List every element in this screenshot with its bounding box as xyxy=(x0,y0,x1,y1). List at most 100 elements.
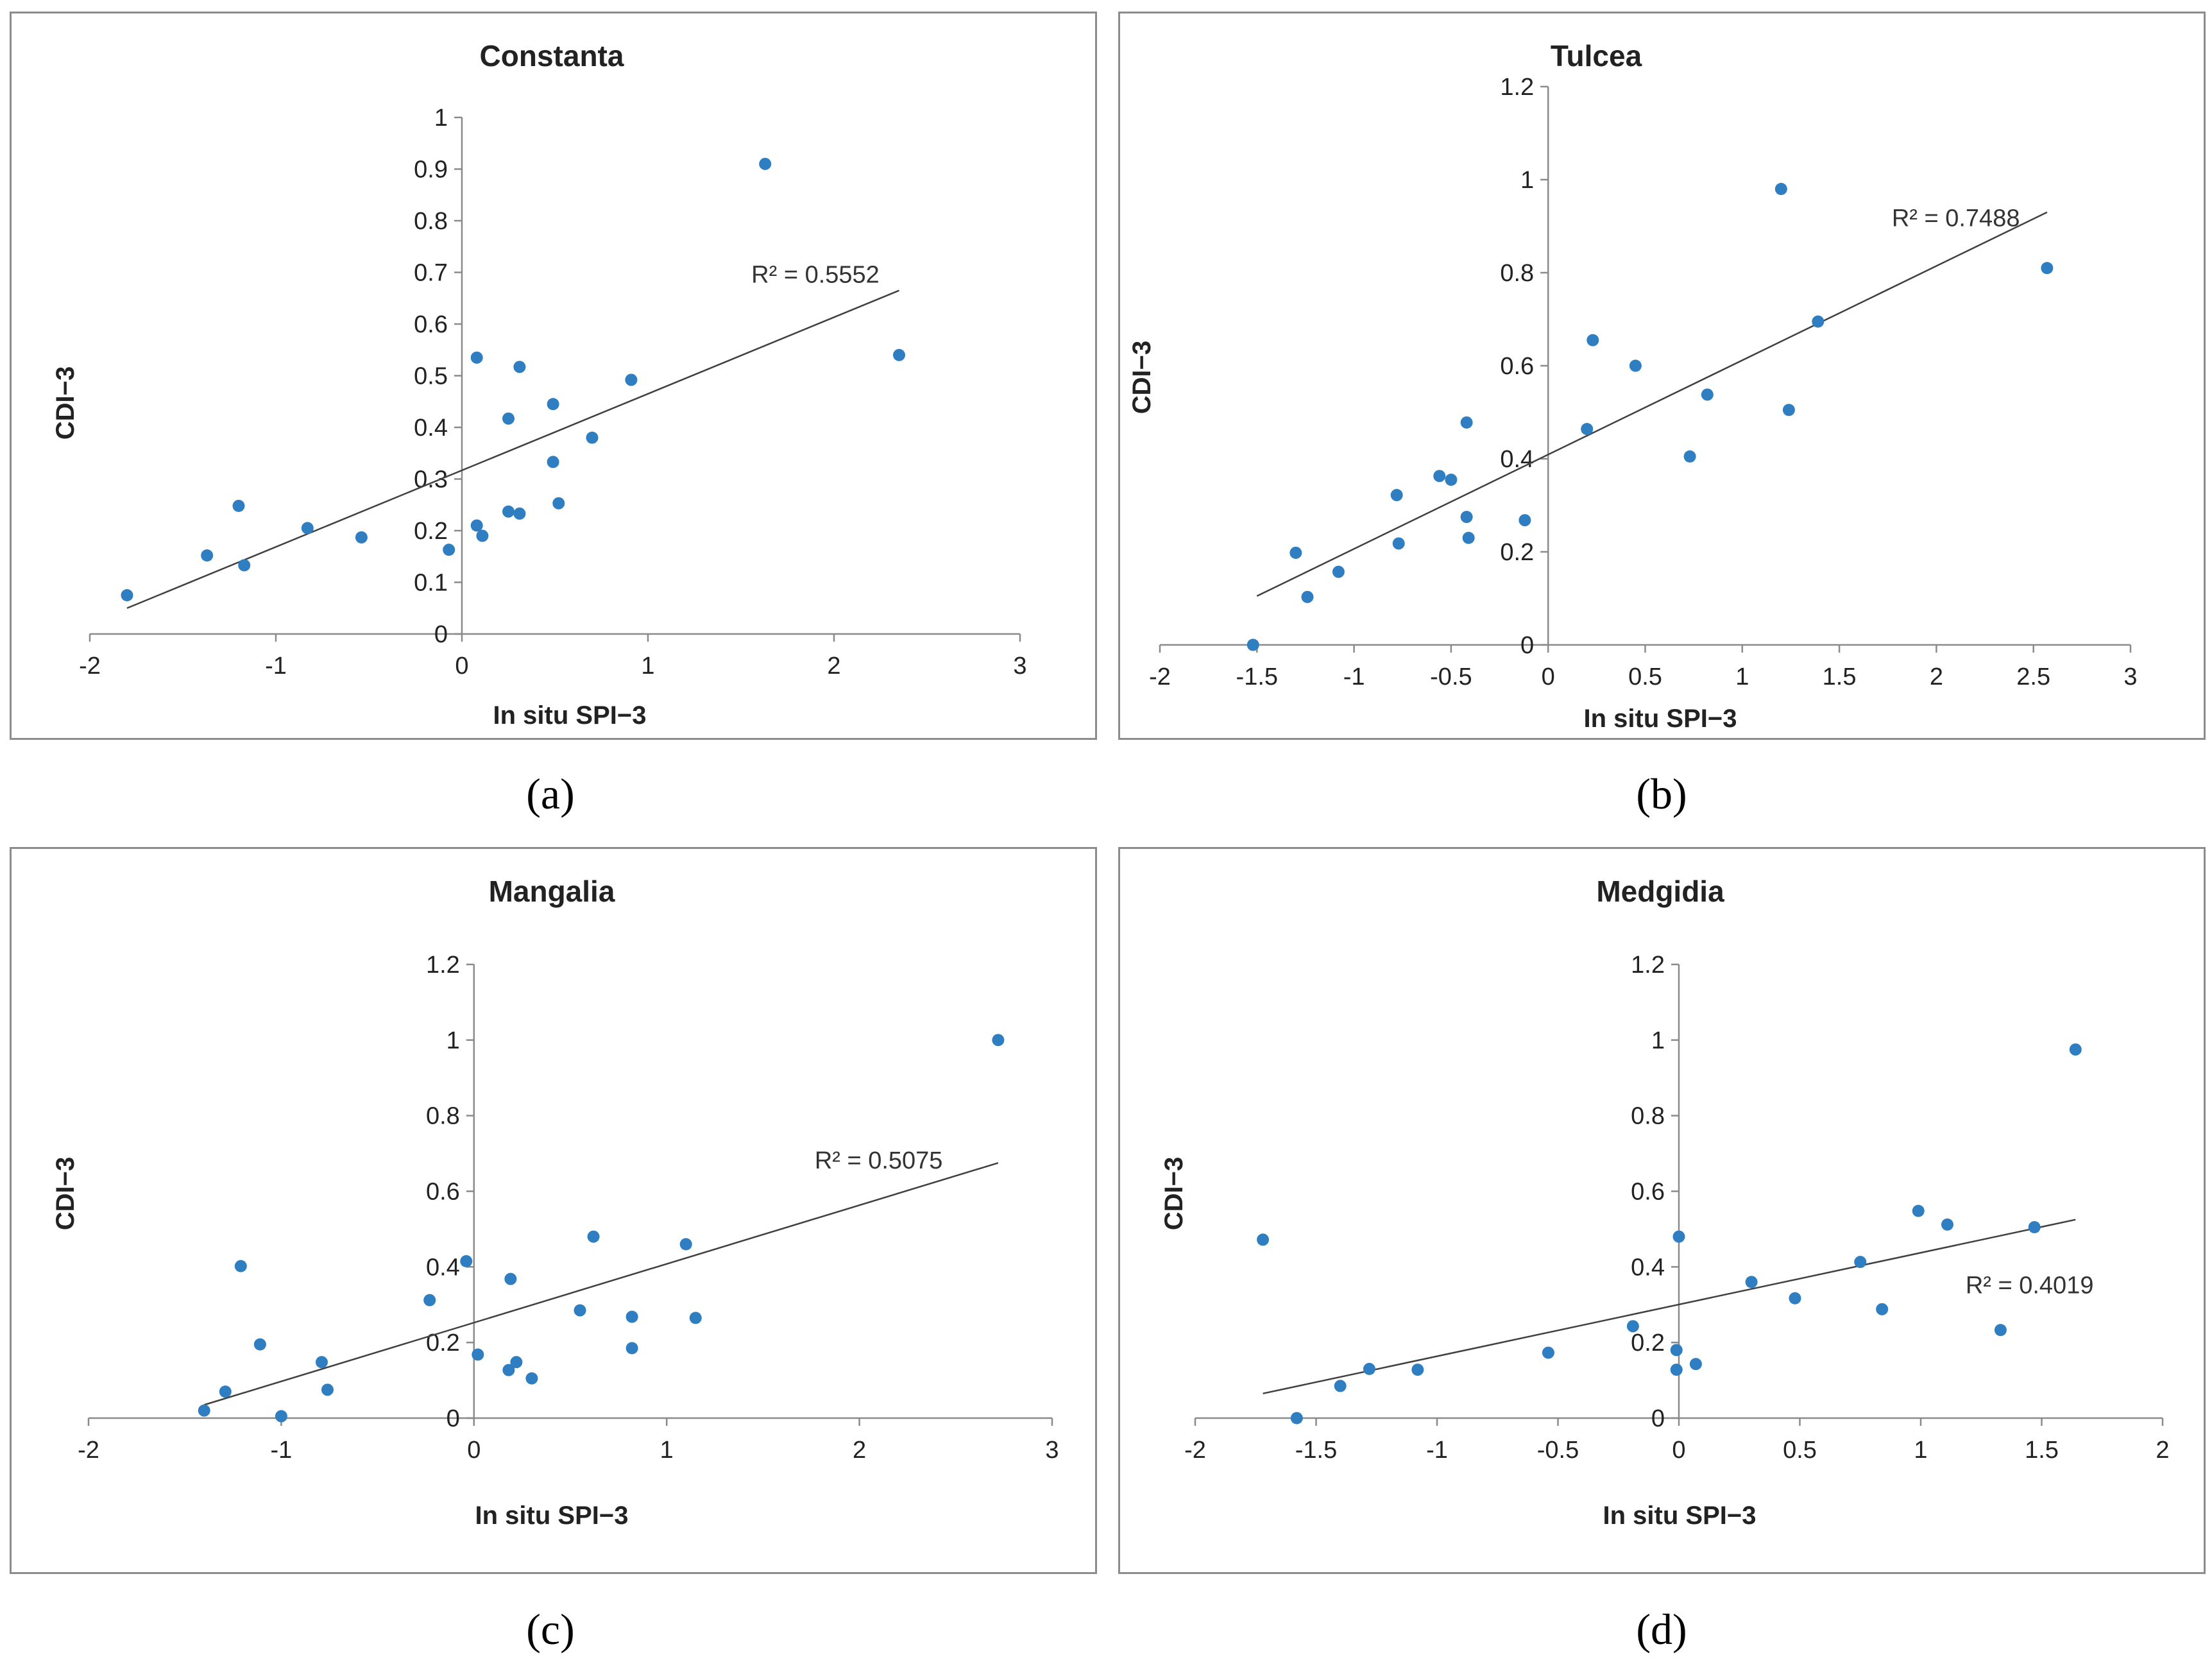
caption-b: (b) xyxy=(1636,769,1687,818)
x-tick-label: 2 xyxy=(1930,663,1943,690)
x-tick-label: -1 xyxy=(1343,663,1365,690)
data-point xyxy=(689,1312,702,1324)
x-tick-label: 1 xyxy=(1914,1437,1927,1464)
x-tick-label: -2 xyxy=(78,1437,99,1464)
data-point xyxy=(525,1372,538,1385)
y-axis-label: CDI−3 xyxy=(1160,1157,1188,1231)
data-point xyxy=(1789,1292,1801,1305)
y-tick-label: 0.2 xyxy=(1500,539,1534,566)
trendline xyxy=(1263,1219,2076,1394)
data-point xyxy=(1670,1344,1683,1357)
data-point xyxy=(1301,590,1314,603)
data-point xyxy=(121,589,133,602)
data-point xyxy=(301,522,314,535)
r-squared-label: R² = 0.5075 xyxy=(815,1147,943,1174)
y-tick-label: 0.4 xyxy=(1631,1254,1665,1281)
data-point xyxy=(275,1410,287,1423)
data-point xyxy=(1812,315,1825,328)
data-point xyxy=(587,1230,600,1243)
data-point xyxy=(1683,450,1696,463)
y-tick-label: 0.7 xyxy=(414,260,448,287)
data-point xyxy=(1629,359,1642,372)
data-point xyxy=(472,1348,484,1361)
data-point xyxy=(232,499,245,512)
data-point xyxy=(1289,546,1302,559)
x-tick-label: 1 xyxy=(641,653,654,680)
plot-area: -2 -1 0 1 2 3 0 0.1 0.2 0.3 0.4 0.5 0.6 0.7 0.8 0.9 1 R² … xyxy=(79,105,1026,680)
y-tick-label: 0.6 xyxy=(1500,353,1534,380)
data-point xyxy=(1462,531,1475,544)
y-tick-label: 1 xyxy=(434,105,448,132)
data-point xyxy=(1290,1412,1303,1425)
x-tick-label: 3 xyxy=(1045,1437,1059,1464)
data-point xyxy=(1390,489,1403,502)
x-tick-label: -1 xyxy=(271,1437,293,1464)
data-point xyxy=(238,559,251,572)
x-tick-label: -1 xyxy=(1426,1437,1448,1464)
data-point xyxy=(253,1338,266,1351)
data-point xyxy=(586,431,599,444)
data-point xyxy=(1912,1204,1925,1217)
data-point xyxy=(1745,1276,1758,1288)
data-point xyxy=(460,1254,473,1267)
y-tick-label: 0 xyxy=(1651,1405,1665,1432)
data-point xyxy=(1433,470,1446,483)
y-axis-label: CDI−3 xyxy=(51,1157,80,1231)
data-point xyxy=(625,373,638,386)
data-point xyxy=(679,1238,692,1251)
chart-medgidia: Medgidia In situ SPI−3 CDI−3 -2 -1.5 -1 -0.… xyxy=(1118,847,2206,1574)
x-tick-label: 1 xyxy=(660,1437,674,1464)
data-point xyxy=(625,1342,638,1355)
data-point xyxy=(552,497,565,509)
y-tick-label: 0.6 xyxy=(426,1179,460,1206)
data-point xyxy=(1854,1256,1867,1269)
data-point xyxy=(513,507,526,520)
data-point xyxy=(1257,1233,1270,1246)
x-tick-label: 0 xyxy=(467,1437,481,1464)
data-point xyxy=(1587,334,1599,347)
y-tick-label: 0.4 xyxy=(414,415,448,441)
x-tick-label: -2 xyxy=(79,653,101,680)
x-tick-label: 0 xyxy=(1542,663,1555,690)
y-tick-label: 0.8 xyxy=(1631,1103,1665,1130)
y-axis-label: CDI−3 xyxy=(1128,341,1156,415)
r-squared-label: R² = 0.5552 xyxy=(751,262,880,289)
data-point xyxy=(1672,1230,1685,1243)
data-point xyxy=(1542,1346,1554,1359)
y-tick-label: 1.2 xyxy=(1500,74,1534,101)
data-point xyxy=(2028,1220,2041,1233)
x-tick-label: 0 xyxy=(1672,1437,1685,1464)
r-squared-label: R² = 0.4019 xyxy=(1966,1272,2094,1299)
data-point xyxy=(1460,511,1473,524)
data-point xyxy=(1774,183,1787,195)
y-tick-label: 0.4 xyxy=(1500,446,1534,473)
y-tick-label: 0.3 xyxy=(414,466,448,493)
y-tick-label: 0 xyxy=(1520,632,1534,659)
data-point xyxy=(2069,1043,2082,1056)
data-point xyxy=(504,1272,517,1285)
x-tick-label: 2.5 xyxy=(2016,663,2050,690)
chart-mangalia: Mangalia In situ SPI−3 CDI−3 -2 -1 0 1 2 3 0 0.… xyxy=(10,847,1097,1574)
data-point xyxy=(423,1294,436,1306)
plot-area: -2 -1.5 -1 -0.5 0 0.5 1 1.5 2 0 0.2 0.4 0.6 0.8 1 1.2 R²… xyxy=(1184,952,2169,1464)
data-point xyxy=(502,505,515,518)
data-point xyxy=(547,398,559,411)
x-axis-label: In situ SPI−3 xyxy=(1584,705,1737,733)
x-tick-label: -1 xyxy=(265,653,287,680)
y-tick-label: 1.2 xyxy=(1631,952,1665,979)
data-point xyxy=(1411,1364,1424,1376)
x-tick-label: 2 xyxy=(827,653,840,680)
data-point xyxy=(1519,514,1531,527)
data-point xyxy=(502,412,515,425)
data-point xyxy=(321,1383,334,1396)
chart-frame xyxy=(1118,847,2206,1574)
chart-frame xyxy=(10,847,1097,1574)
x-tick-label: 1 xyxy=(1735,663,1749,690)
data-point xyxy=(625,1310,638,1323)
x-tick-label: 2 xyxy=(2156,1437,2169,1464)
caption-c: (c) xyxy=(526,1605,575,1654)
r-squared-label: R² = 0.7488 xyxy=(1892,205,2020,232)
data-point xyxy=(1941,1218,1953,1231)
data-point xyxy=(1334,1380,1347,1392)
data-point xyxy=(502,1364,515,1376)
